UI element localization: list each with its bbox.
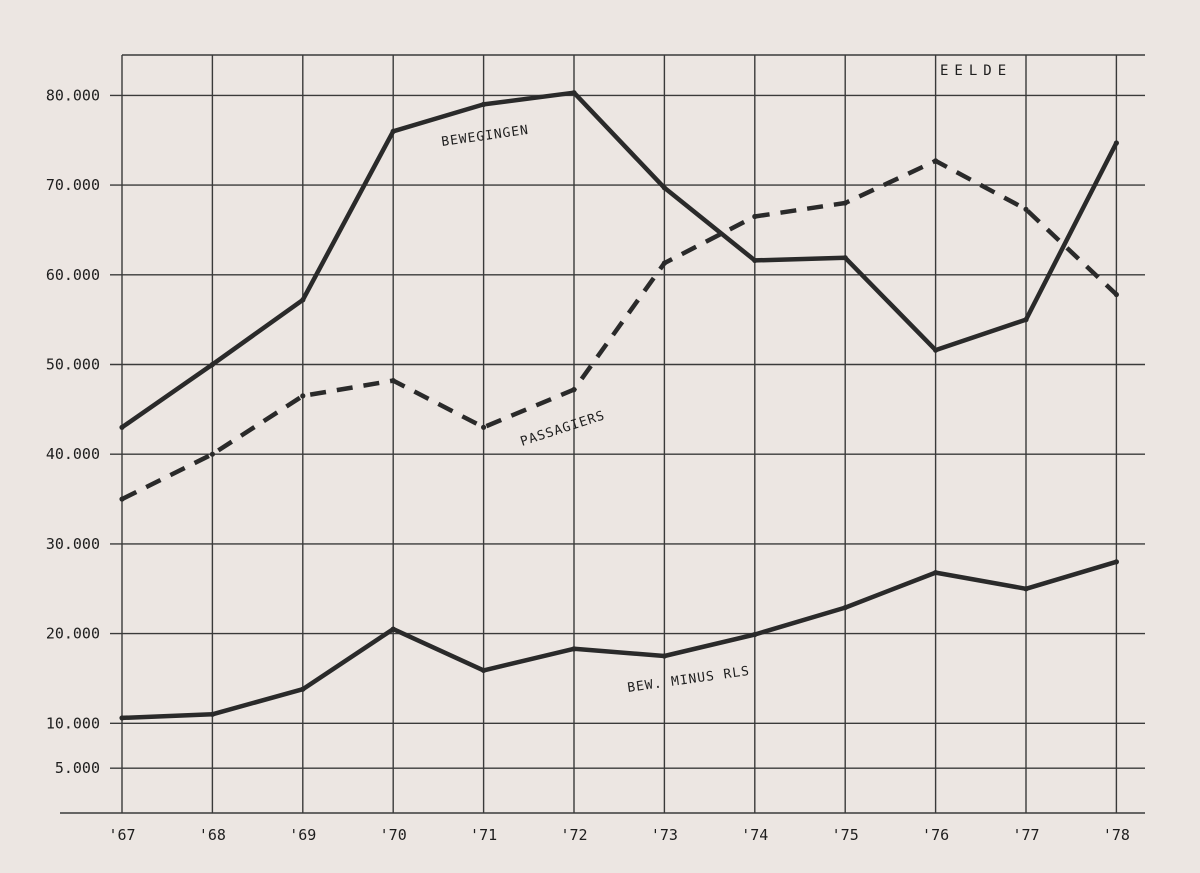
x-tick-label: '75 <box>832 826 859 844</box>
y-tick-label: 30.000 <box>46 535 100 553</box>
data-point <box>842 255 848 261</box>
data-point <box>661 653 668 659</box>
data-point <box>752 631 758 638</box>
data-point <box>1113 140 1119 146</box>
data-point <box>300 393 306 399</box>
data-point <box>300 686 306 692</box>
x-tick-label: '67 <box>108 826 135 844</box>
data-point <box>842 604 848 611</box>
data-point <box>1113 291 1119 298</box>
data-point <box>1023 206 1029 212</box>
x-tick-label: '72 <box>560 826 587 844</box>
x-tick-label: '77 <box>1012 826 1039 844</box>
data-point <box>119 496 125 502</box>
y-axis-tick-labels: 80.000 70.000 60.000 50.000 40.000 30.000 20.0… <box>46 86 100 777</box>
x-tick-label: '70 <box>380 826 407 844</box>
data-point <box>571 646 577 652</box>
data-point <box>119 715 125 721</box>
x-tick-label: '68 <box>199 826 226 844</box>
x-tick-label: '73 <box>651 826 678 844</box>
x-axis-tick-labels: '67 '68 '69 '70 '71 '72 '73 '74 '75 '76 '77 '78 <box>108 826 1129 844</box>
y-tick-label: 5.000 <box>55 759 100 777</box>
data-point <box>300 297 306 303</box>
data-point <box>1023 586 1029 592</box>
data-point <box>390 626 396 632</box>
x-tick-label: '78 <box>1103 826 1130 844</box>
data-point <box>933 570 939 576</box>
series-label-bew-minus-rls: BEW. MINUS RLS <box>626 664 750 696</box>
data-point <box>842 200 848 206</box>
y-tick-label: 70.000 <box>46 176 100 194</box>
x-tick-label: '74 <box>741 826 768 844</box>
series-line-bew-minus-rls <box>121 559 1118 721</box>
data-point <box>481 424 487 430</box>
chart-title: EELDE <box>940 63 1012 79</box>
data-point <box>933 347 939 353</box>
data-point <box>1113 559 1119 565</box>
data-point <box>390 378 396 384</box>
data-point <box>933 158 939 164</box>
chart-grid <box>60 54 1145 814</box>
data-point <box>481 101 487 107</box>
data-point <box>752 213 758 220</box>
data-point <box>390 128 396 134</box>
data-point <box>1023 317 1029 323</box>
data-point <box>481 667 487 673</box>
data-point <box>571 387 577 393</box>
series-line-bewegingen <box>120 90 1119 430</box>
y-tick-label: 20.000 <box>46 625 100 643</box>
series-lines <box>119 90 1119 721</box>
series-line-passagiers <box>120 158 1118 502</box>
y-tick-label: 10.000 <box>46 714 100 732</box>
data-point <box>752 257 758 264</box>
data-point <box>209 711 215 717</box>
x-tick-label: '76 <box>922 826 949 844</box>
x-tick-label: '71 <box>470 826 497 844</box>
data-point <box>209 451 215 457</box>
data-point <box>661 260 668 266</box>
y-tick-label: 50.000 <box>46 356 100 374</box>
series-label-bewegingen: BEWEGINGEN <box>440 123 530 150</box>
y-tick-label: 40.000 <box>46 445 100 463</box>
series-label-passagiers: PASSAGIERS <box>519 408 608 450</box>
y-tick-label: 80.000 <box>46 86 100 104</box>
data-point <box>571 90 577 96</box>
x-tick-label: '69 <box>289 826 316 844</box>
data-point <box>661 185 668 191</box>
data-point <box>209 361 215 368</box>
y-tick-label: 60.000 <box>46 266 100 284</box>
data-point <box>119 424 125 430</box>
